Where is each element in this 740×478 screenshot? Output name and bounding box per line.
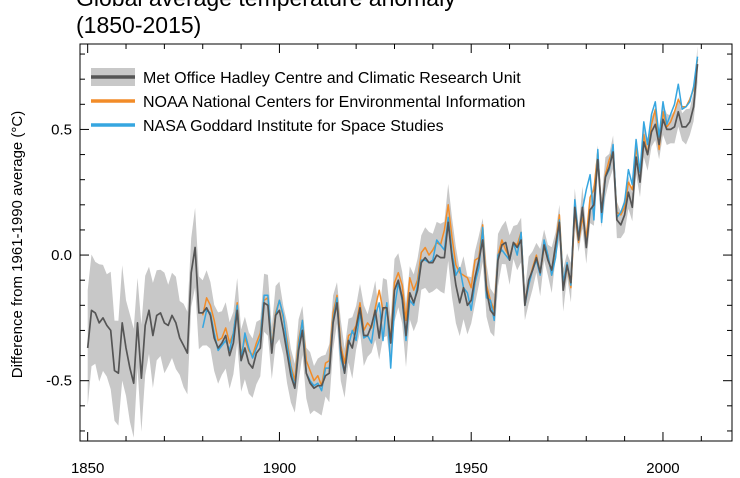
series-layer — [86, 56, 699, 392]
y-axis-label: Difference from 1961-1990 average (°C) — [9, 111, 26, 379]
legend: Met Office Hadley Centre and Climatic Re… — [91, 68, 525, 135]
legend-entry-noaa: NOAA National Centers for Environmental … — [91, 94, 525, 111]
x-tick-label: 1950 — [455, 460, 488, 477]
legend-label: NASA Goddard Institute for Space Studies — [143, 118, 444, 135]
x-tick-label: 1850 — [71, 460, 104, 477]
x-tick-label: 1900 — [263, 460, 296, 477]
legend-entry-nasa: NASA Goddard Institute for Space Studies — [91, 118, 444, 135]
axes-layer: 1850 1900 1950 2000 -0.5 0.0 0.5 Difference fro… — [9, 43, 733, 477]
legend-label: NOAA National Centers for Environmental … — [143, 94, 525, 111]
legend-entry-hadcrut: Met Office Hadley Centre and Climatic Re… — [91, 68, 521, 87]
series-line-hadcrut — [86, 64, 699, 390]
chart-title: Global average temperature anomaly(1850-… — [76, 0, 456, 39]
x-tick-label: 2000 — [646, 460, 679, 477]
y-tick-label: 0.5 — [51, 121, 72, 138]
chart-title-line: Global average temperature anomaly — [76, 0, 456, 11]
y-tick-label: -0.5 — [46, 373, 72, 390]
chart-title-line: (1850-2015) — [76, 12, 202, 38]
y-tick-label: 0.0 — [51, 247, 72, 264]
legend-label: Met Office Hadley Centre and Climatic Re… — [143, 70, 521, 87]
plot-frame — [79, 43, 733, 442]
